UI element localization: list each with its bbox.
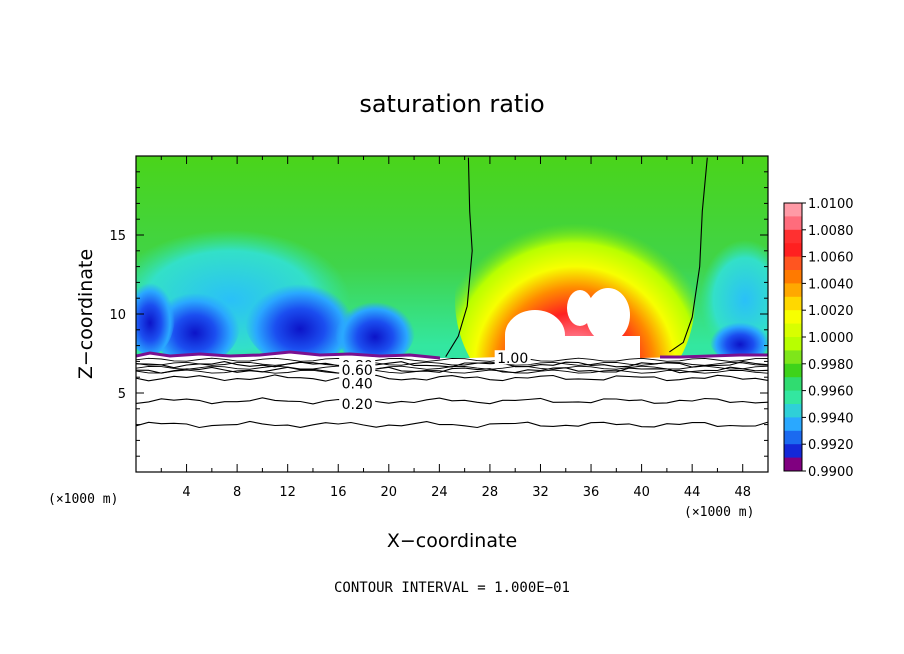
colorbar-label: 0.9900 [808,465,854,480]
purple-edge-right [660,353,768,359]
colorbar-swatch [784,363,802,378]
y-axis-ticks: 5 10 15 [109,171,768,457]
colorbar-swatch [784,404,802,418]
contour-line [445,157,473,357]
x-unit-left: (×1000 m) [48,492,118,507]
x-tick-label: 16 [330,485,347,500]
colorbar-swatch [784,350,802,365]
x-axis-ticks: 4 8 12 16 20 24 28 32 36 40 44 48 [160,156,751,500]
x-axis-label: X−coordinate [387,530,517,552]
y-tick-label: 5 [118,387,126,402]
purple-edge [136,350,441,360]
contour-line [669,157,708,353]
colorbar-label: 0.9960 [808,385,854,400]
colorbar-label: 1.0100 [808,197,854,212]
colorbar-label: 1.0040 [808,277,854,292]
colorbar-swatch [784,243,802,258]
colorbar-swatch [784,323,802,338]
blue-region-3 [335,295,415,365]
contour-labels: 1.000.800.600.400.20 [339,350,531,413]
colorbar-label: 1.0080 [808,224,854,239]
colorbar-swatch [784,229,802,244]
colorbar-label: 1.0000 [808,331,854,346]
contour-label: 0.40 [342,377,373,393]
colorbar-swatch [784,377,802,392]
colorbar-swatch [784,390,802,405]
colorbar-label: 0.9940 [808,411,854,426]
blue-region-2 [245,275,355,365]
y-tick-label: 15 [109,229,126,244]
x-tick-label: 48 [734,485,751,500]
colorbar-swatch [784,256,802,271]
contour-label: 0.60 [342,363,373,379]
colorbar-label: 0.9980 [808,358,854,373]
colorbar-swatch [784,444,802,459]
y-tick-label: 10 [109,308,126,323]
contour-line-minor [136,361,768,366]
colorbar-swatch [784,203,802,217]
y-axis-label: Z−coordinate [75,249,97,379]
colorbar-swatch [784,216,802,231]
x-tick-label: 4 [182,485,190,500]
colorbar-swatch [784,283,802,298]
x-unit-right: (×1000 m) [684,505,754,520]
contour-label-bg [494,350,531,365]
chart-title: saturation ratio [359,90,544,118]
white-base [505,336,640,358]
contour-line [136,397,768,405]
contour-label-bg [339,362,376,377]
contour-line [136,420,768,429]
plot-area [136,156,768,472]
x-tick-label: 44 [684,485,701,500]
contour-line [136,366,768,374]
contour-label-bg [339,375,376,390]
colorbar: 1.0100 1.0080 1.0060 1.0040 1.0020 1.0000 0.99… [783,197,854,480]
contour-label: 0.20 [342,397,373,413]
colorbar-label: 1.0020 [808,304,854,319]
colorbar-label: 1.0060 [808,251,854,266]
blue-region-5 [710,318,768,362]
colorbar-swatch [784,296,802,311]
contour-line [136,374,768,382]
x-tick-label: 32 [532,485,549,500]
contour-line-minor [136,369,768,374]
colorbar-label: 0.9920 [808,438,854,453]
colorbar-swatch [784,430,802,445]
x-tick-label: 24 [431,485,448,500]
contour-label: 1.00 [497,351,528,367]
colorbar-swatch [784,270,802,284]
colorbar-swatch [784,417,802,432]
x-tick-label: 28 [482,485,499,500]
blue-region-4 [136,275,175,355]
contour-interval-note: CONTOUR INTERVAL = 1.000E−01 [334,580,570,596]
x-tick-label: 36 [583,485,600,500]
contour-label-bg [339,396,376,411]
x-tick-label: 8 [233,485,241,500]
colorbar-swatch [784,310,802,325]
colorbar-swatch [784,337,802,351]
contour-line-minor [136,365,768,370]
x-tick-label: 40 [633,485,650,500]
contour-lines [136,157,768,429]
x-tick-label: 12 [279,485,296,500]
lower-region [136,352,768,472]
colorbar-swatch [784,457,802,472]
contour-line-minor [136,357,768,362]
white-bubble-3 [586,288,630,342]
x-tick-label: 20 [381,485,398,500]
